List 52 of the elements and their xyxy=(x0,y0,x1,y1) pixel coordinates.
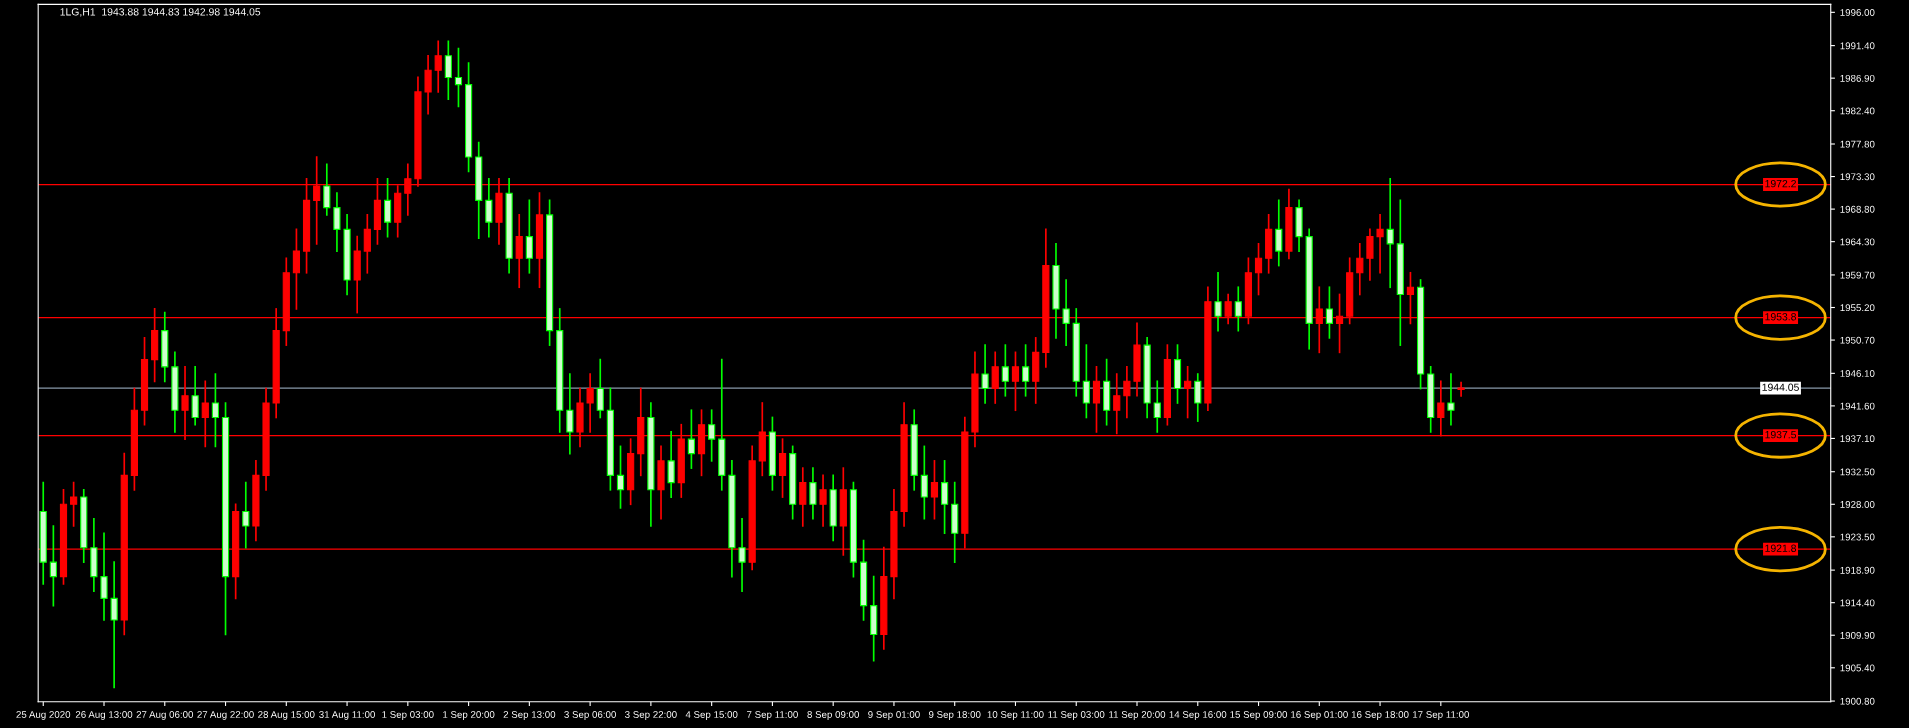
x-tick-label: 17 Sep 11:00 xyxy=(1413,711,1470,720)
y-tick-label: 1918.90 xyxy=(1840,566,1875,574)
y-tick-label: 1950.70 xyxy=(1840,336,1875,344)
y-tick-label: 1964.30 xyxy=(1840,238,1875,246)
chart-title: 1LG,H1 1943.88 1944.83 1942.98 1944.05 xyxy=(60,8,261,17)
x-tick-label: 11 Sep 03:00 xyxy=(1048,711,1105,720)
x-tick-label: 9 Sep 18:00 xyxy=(928,711,981,720)
x-tick-label: 1 Sep 20:00 xyxy=(443,711,495,720)
x-tick-label: 8 Sep 09:00 xyxy=(807,711,860,720)
x-tick-label: 3 Sep 22:00 xyxy=(625,711,677,720)
ref-line-label: 1972.2 xyxy=(1765,179,1796,188)
y-tick-label: 1932.50 xyxy=(1840,468,1875,476)
y-tick-label: 1959.70 xyxy=(1840,271,1875,279)
x-tick-label: 14 Sep 16:00 xyxy=(1169,711,1227,720)
y-tick-label: 1946.10 xyxy=(1840,370,1875,377)
y-tick-label: 1928.00 xyxy=(1840,501,1875,508)
x-tick-label: 3 Sep 06:00 xyxy=(564,711,616,720)
x-tick-label: 27 Aug 22:00 xyxy=(197,711,254,720)
y-tick-label: 1914.40 xyxy=(1840,599,1875,607)
y-tick-label: 1996.00 xyxy=(1840,9,1875,16)
x-tick-label: 25 Aug 2020 xyxy=(16,711,71,720)
ref-line-label: 1937.5 xyxy=(1765,430,1797,439)
x-tick-label: 2 Sep 13:00 xyxy=(503,711,556,720)
x-tick-label: 15 Sep 09:00 xyxy=(1230,711,1288,720)
y-tick-label: 1909.90 xyxy=(1840,631,1875,639)
y-tick-label: 1968.80 xyxy=(1840,205,1875,213)
y-tick-label: 1977.80 xyxy=(1840,140,1875,148)
x-tick-label: 28 Aug 15:00 xyxy=(258,711,315,720)
y-tick-label: 1900.80 xyxy=(1840,697,1875,705)
ref-line-label: 1921.8 xyxy=(1765,544,1797,552)
ref-line-label: 1953.8 xyxy=(1765,313,1797,321)
x-tick-label: 16 Sep 01:00 xyxy=(1291,711,1348,720)
y-tick-label: 1941.60 xyxy=(1840,402,1875,410)
x-tick-label: 1 Sep 03:00 xyxy=(382,711,434,720)
x-tick-label: 9 Sep 01:00 xyxy=(868,711,920,720)
y-tick-label: 1955.20 xyxy=(1840,304,1875,312)
y-tick-label: 1923.50 xyxy=(1840,533,1875,541)
x-tick-label: 4 Sep 15:00 xyxy=(685,711,738,720)
x-tick-label: 27 Aug 06:00 xyxy=(136,711,194,720)
y-tick-label: 1973.30 xyxy=(1840,173,1875,181)
x-tick-label: 7 Sep 11:00 xyxy=(747,711,798,720)
ref-line-label: 1944.05 xyxy=(1762,383,1799,391)
y-tick-label: 1982.40 xyxy=(1840,107,1875,115)
y-tick-label: 1986.90 xyxy=(1840,74,1875,82)
x-tick-label: 31 Aug 11:00 xyxy=(319,711,375,720)
y-tick-label: 1905.40 xyxy=(1840,664,1875,672)
y-tick-label: 1937.10 xyxy=(1840,435,1875,443)
x-tick-label: 16 Sep 18:00 xyxy=(1351,711,1409,720)
x-tick-label: 10 Sep 11:00 xyxy=(987,711,1044,720)
y-tick-label: 1991.40 xyxy=(1840,42,1875,50)
x-tick-label: 11 Sep 20:00 xyxy=(1109,711,1166,720)
x-tick-label: 26 Aug 13:00 xyxy=(75,711,133,720)
